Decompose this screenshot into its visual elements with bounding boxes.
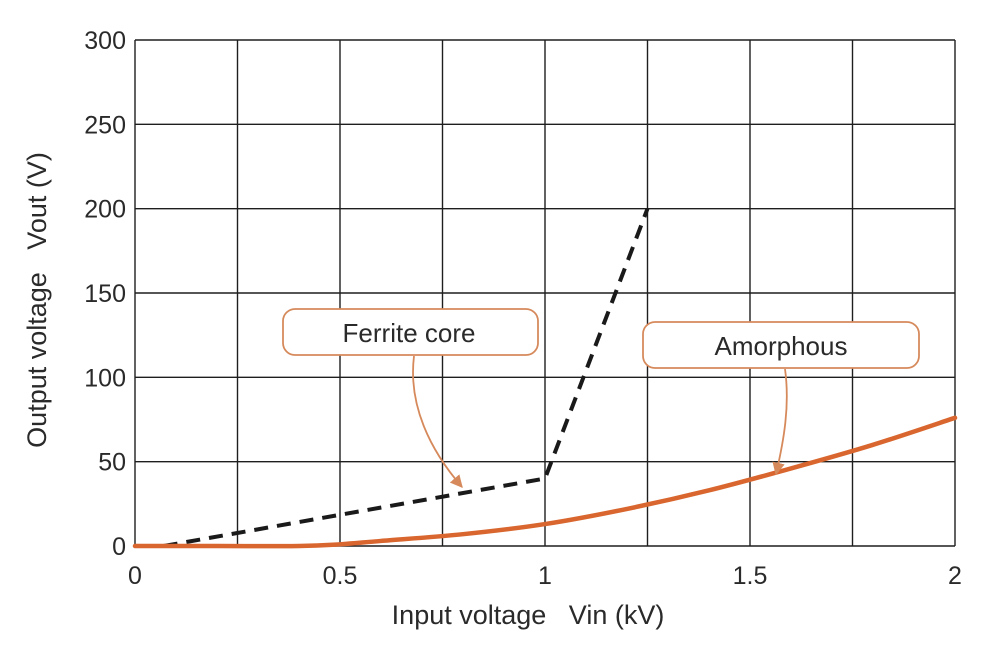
y-tick-label: 300	[84, 27, 126, 55]
callout-box	[642, 321, 920, 369]
x-axis-title: Input voltage Vin (kV)	[392, 600, 665, 630]
series-line-amorphous	[132, 415, 958, 549]
series-layer	[132, 207, 958, 549]
callout-label: Ferrite core	[343, 318, 476, 348]
y-tick-label: 150	[84, 280, 126, 308]
y-tick-label: 100	[84, 364, 126, 392]
y-tick-label: 50	[98, 449, 126, 477]
y-axis-title: Output voltage Vout (V)	[22, 152, 52, 448]
y-tick-label: 0	[112, 533, 126, 561]
x-tick-label: 0	[128, 562, 142, 590]
callout-leader-arrow	[772, 368, 788, 476]
callout-amorphous: Amorphous	[642, 321, 920, 476]
callout-leader-arrow	[412, 355, 463, 488]
tick-labels: 0 0.5 1 1.5 2 0 50 100 150 200 250 300	[84, 27, 962, 590]
callout-label: Amorphous	[715, 331, 848, 361]
callout-ferrite-core: Ferrite core	[282, 308, 539, 488]
y-tick-label: 250	[84, 111, 126, 139]
x-tick-label: 1.5	[733, 562, 768, 590]
callouts: Ferrite core Amorphous	[282, 308, 920, 488]
y-tick-label: 200	[84, 196, 126, 224]
x-tick-label: 1	[538, 562, 552, 590]
grid	[134, 39, 956, 547]
callout-box	[282, 308, 539, 356]
x-tick-label: 2	[948, 562, 962, 590]
x-tick-label: 0.5	[323, 562, 358, 590]
series-line-ferrite-core	[163, 207, 650, 548]
